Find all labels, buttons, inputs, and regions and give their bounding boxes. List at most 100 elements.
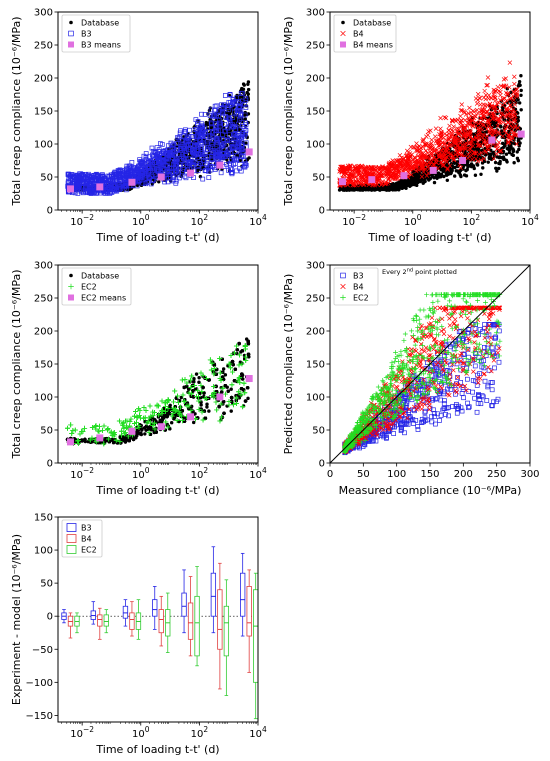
point bbox=[470, 143, 476, 149]
point bbox=[345, 188, 349, 192]
point bbox=[209, 125, 214, 131]
point bbox=[492, 94, 497, 99]
point bbox=[498, 124, 503, 128]
point bbox=[239, 154, 244, 160]
point bbox=[482, 88, 487, 94]
point bbox=[201, 132, 207, 137]
point bbox=[394, 176, 399, 182]
point bbox=[481, 156, 487, 162]
point bbox=[474, 107, 480, 113]
point bbox=[239, 153, 245, 158]
point bbox=[473, 120, 479, 125]
point bbox=[138, 171, 144, 177]
point bbox=[477, 96, 483, 101]
point bbox=[485, 143, 490, 149]
data-points bbox=[337, 60, 525, 192]
point bbox=[206, 168, 211, 174]
point bbox=[359, 170, 365, 176]
point bbox=[228, 100, 234, 105]
point bbox=[494, 166, 498, 170]
point bbox=[158, 141, 163, 146]
point bbox=[486, 92, 492, 98]
point bbox=[519, 74, 523, 78]
point bbox=[182, 174, 188, 179]
point bbox=[360, 186, 364, 190]
point bbox=[475, 163, 480, 167]
point bbox=[509, 90, 513, 95]
point bbox=[204, 123, 208, 128]
point bbox=[494, 146, 500, 152]
point bbox=[421, 137, 427, 143]
point bbox=[176, 135, 182, 141]
point bbox=[166, 143, 171, 149]
point bbox=[108, 184, 114, 190]
point bbox=[217, 117, 222, 123]
point bbox=[422, 180, 426, 184]
point bbox=[517, 101, 522, 105]
point bbox=[113, 178, 119, 184]
point bbox=[225, 151, 230, 157]
point bbox=[195, 168, 201, 173]
point bbox=[173, 158, 179, 164]
point bbox=[472, 166, 476, 171]
point bbox=[419, 174, 425, 179]
point bbox=[458, 168, 463, 173]
point bbox=[243, 105, 249, 110]
point bbox=[100, 172, 105, 177]
point bbox=[234, 168, 239, 174]
point bbox=[243, 161, 248, 166]
point bbox=[233, 119, 238, 123]
point bbox=[449, 118, 455, 124]
x-tick-label: 104 bbox=[249, 213, 267, 228]
point bbox=[447, 163, 453, 169]
point bbox=[472, 147, 477, 151]
point bbox=[519, 108, 523, 112]
point bbox=[180, 169, 186, 175]
point bbox=[246, 87, 251, 92]
point bbox=[511, 153, 516, 158]
point bbox=[401, 182, 406, 186]
point bbox=[494, 151, 499, 157]
point bbox=[211, 113, 216, 118]
point bbox=[461, 109, 467, 114]
point bbox=[198, 141, 204, 146]
point bbox=[505, 87, 510, 91]
point bbox=[511, 149, 515, 154]
point bbox=[224, 105, 230, 111]
point bbox=[200, 136, 206, 142]
point bbox=[438, 160, 443, 165]
point bbox=[428, 176, 433, 181]
point bbox=[497, 166, 501, 171]
point bbox=[466, 132, 472, 137]
point bbox=[398, 183, 402, 187]
point bbox=[171, 177, 177, 183]
point bbox=[197, 137, 203, 143]
point bbox=[230, 115, 236, 120]
point bbox=[439, 160, 444, 165]
point bbox=[498, 89, 503, 95]
point bbox=[425, 161, 430, 167]
point bbox=[458, 173, 463, 177]
point bbox=[137, 159, 143, 165]
point bbox=[348, 180, 353, 185]
point bbox=[214, 127, 219, 133]
point bbox=[502, 157, 506, 162]
point bbox=[191, 153, 197, 158]
y-tick-label: 200 bbox=[34, 74, 53, 85]
point bbox=[149, 145, 155, 151]
point bbox=[513, 119, 518, 124]
point bbox=[448, 171, 453, 176]
y-tick-label: 100 bbox=[34, 140, 53, 151]
point bbox=[485, 75, 491, 80]
point bbox=[436, 138, 441, 144]
point bbox=[473, 156, 479, 162]
point bbox=[467, 122, 473, 128]
point bbox=[213, 136, 219, 142]
point bbox=[222, 93, 228, 98]
point bbox=[231, 145, 237, 151]
point bbox=[516, 138, 521, 143]
point bbox=[104, 190, 110, 196]
point bbox=[511, 118, 517, 124]
point bbox=[354, 187, 358, 192]
point bbox=[148, 159, 154, 164]
